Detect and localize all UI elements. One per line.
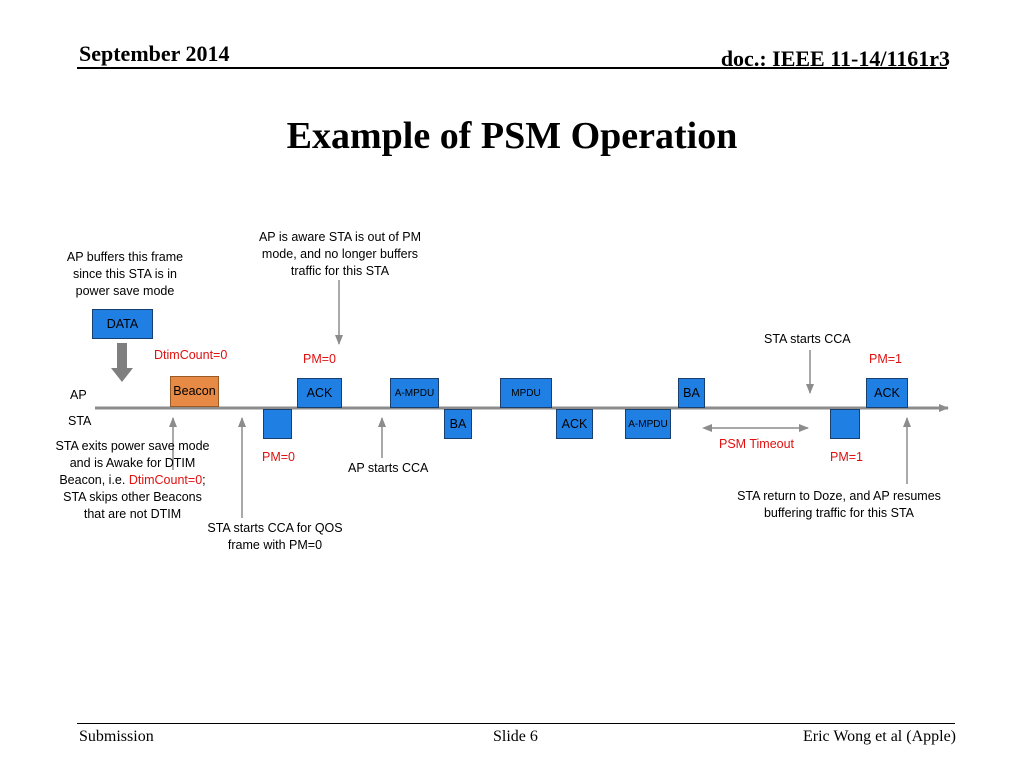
row-label-ap: AP [70, 388, 87, 402]
label-pm0-ap: PM=0 [303, 352, 337, 366]
label-pm1-ap: PM=1 [869, 352, 903, 366]
note-sta-return: STA return to Doze, and AP resumes buffe… [725, 488, 953, 522]
frame-ap-ack-1: ACK [297, 378, 342, 408]
note-line: STA skips other Beacons [63, 490, 202, 504]
frame-ap-ba: BA [678, 378, 705, 408]
label-dtim-count: DtimCount=0 [154, 348, 228, 362]
note-line: AP is aware STA is out of PM [258, 230, 422, 244]
note-line: Beacon, i.e. DtimCount=0; [59, 473, 206, 487]
note-line: traffic for this STA [290, 264, 390, 278]
note-ap-aware: AP is aware STA is out of PM mode, and n… [245, 229, 435, 280]
label-pm1-sta: PM=1 [830, 450, 864, 464]
note-sta-qos: STA starts CCA for QOS frame with PM=0 [195, 520, 355, 554]
frame-beacon: Beacon [170, 376, 219, 407]
slide-title: Example of PSM Operation [286, 115, 738, 157]
note-line: frame with PM=0 [227, 538, 323, 552]
frame-data: DATA [92, 309, 153, 339]
row-label-sta: STA [68, 414, 92, 428]
note-line: STA return to Doze, and AP resumes [737, 489, 941, 503]
note-line: mode, and no longer buffers [261, 247, 419, 261]
frame-sta-null-2 [830, 409, 860, 439]
note-line: AP buffers this frame [66, 250, 184, 264]
label-ap-starts-cca: AP starts CCA [348, 461, 429, 475]
header-rule [77, 67, 947, 69]
note-line: that are not DTIM [83, 507, 182, 521]
footer-author: Eric Wong et al (Apple) [802, 728, 956, 745]
frame-sta-ack: ACK [556, 409, 593, 439]
frame-sta-ampdu: A-MPDU [625, 409, 671, 439]
frame-ap-ampdu: A-MPDU [390, 378, 439, 408]
frame-ap-mpdu: MPDU [500, 378, 552, 408]
note-line: buffering traffic for this STA [763, 506, 915, 520]
note-sta-exits: STA exits power save mode and is Awake f… [45, 438, 220, 523]
label-psm-timeout: PSM Timeout [719, 437, 795, 451]
frame-sta-null-1 [263, 409, 292, 439]
note-line: STA starts CCA for QOS [207, 521, 343, 535]
buffer-down-arrow [111, 343, 133, 382]
note-line: since this STA is in [73, 267, 177, 281]
note-line: STA exits power save mode [55, 439, 210, 453]
footer-submission: Submission [79, 728, 154, 745]
footer-rule [77, 723, 955, 724]
header-date: September 2014 [79, 41, 230, 66]
label-sta-starts-cca: STA starts CCA [764, 332, 851, 346]
header-doc-number: doc.: IEEE 11-14/1161r3 [720, 46, 950, 71]
footer-slide-number: Slide 6 [493, 728, 538, 745]
label-pm0-sta: PM=0 [262, 450, 296, 464]
note-line: power save mode [75, 284, 175, 298]
note-line: and is Awake for DTIM [69, 456, 196, 470]
frame-sta-ba: BA [444, 409, 472, 439]
frame-ap-ack-2: ACK [866, 378, 908, 408]
note-ap-buffers: AP buffers this frame since this STA is … [50, 249, 200, 300]
